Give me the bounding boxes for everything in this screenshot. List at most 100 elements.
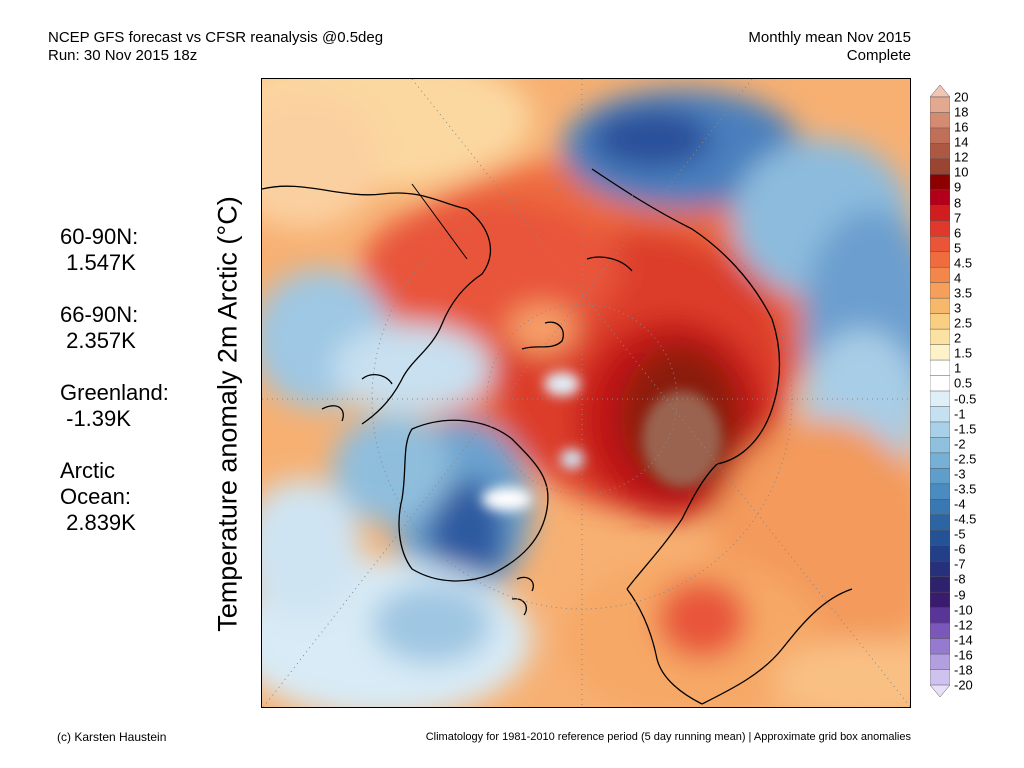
stat-label: Greenland:: [60, 380, 169, 405]
colorbar-swatch: [930, 514, 950, 531]
colorbar-swatch: [930, 499, 950, 516]
colorbar-tick-label: -1: [954, 406, 966, 422]
colorbar-swatch: [930, 669, 950, 686]
colorbar-swatch: [930, 158, 950, 175]
colorbar-swatch: [930, 205, 950, 222]
y-axis-label: Temperature anomaly 2m Arctic (°C): [212, 196, 243, 632]
stat-value: 2.839K: [60, 510, 136, 535]
colorbar: [930, 85, 950, 697]
colorbar-tick-label: 4.5: [954, 255, 973, 271]
colorbar-tick-label: 5: [954, 240, 962, 256]
colorbar-swatch: [930, 483, 950, 500]
colorbar-swatch: [930, 220, 950, 237]
colorbar-tick-label: -1.5: [954, 421, 977, 437]
colorbar-swatch: [930, 236, 950, 253]
map-title-block: NCEP GFS forecast vs CFSR reanalysis @0.…: [48, 29, 383, 65]
colorbar-swatch: [930, 576, 950, 593]
colorbar-tick-label: -20: [954, 677, 973, 693]
colorbar-tick-label: 1.5: [954, 345, 973, 361]
regional-stats: 60-90N: 1.547K 66-90N: 2.357K Greenland:…: [60, 224, 169, 562]
colorbar-tick-label: 20: [954, 89, 969, 105]
colorbar-tick-label: -0.5: [954, 391, 977, 407]
colorbar-tick-label: -5: [954, 526, 966, 542]
colorbar-tick-label: 0.5: [954, 375, 973, 391]
anomaly-map-svg: [262, 79, 910, 707]
stat-label: Arctic Ocean:: [60, 458, 131, 509]
colorbar-tick-label: 1: [954, 360, 962, 376]
stat-greenland: Greenland: -1.39K: [60, 380, 169, 432]
colorbar-tick-label: -14: [954, 632, 973, 648]
footnote: Climatology for 1981-2010 reference peri…: [425, 731, 911, 743]
colorbar-tick-label: -2.5: [954, 451, 977, 467]
colorbar-tick-label: 2.5: [954, 315, 973, 331]
colorbar-tick-label: -12: [954, 617, 973, 633]
colorbar-tick-label: 4: [954, 270, 962, 286]
colorbar-swatch: [930, 85, 950, 98]
stat-60-90n: 60-90N: 1.547K: [60, 224, 169, 276]
colorbar-swatch: [930, 375, 950, 392]
graticule: [262, 79, 910, 707]
colorbar-swatch: [930, 452, 950, 469]
colorbar-swatch: [930, 591, 950, 609]
colorbar-tick-label: 18: [954, 104, 969, 120]
colorbar-tick-label: 3: [954, 300, 962, 316]
colorbar-swatch: [930, 622, 950, 640]
colorbar-tick-label: 8: [954, 195, 962, 211]
map-period-block: Monthly mean Nov 2015 Complete: [748, 29, 911, 65]
colorbar-tick-label: -4: [954, 496, 966, 512]
colorbar-tick-label: -16: [954, 647, 973, 663]
colorbar-swatch: [930, 127, 950, 144]
stat-label: 60-90N:: [60, 224, 139, 249]
colorbar-swatch: [930, 282, 950, 299]
copyright: (c) Karsten Haustein: [57, 730, 167, 744]
coastlines: [262, 168, 853, 705]
colorbar-tick-label: -8: [954, 571, 966, 587]
colorbar-swatch: [930, 344, 950, 361]
colorbar-swatch: [930, 297, 950, 315]
colorbar-swatch: [930, 468, 950, 485]
map-period-line1: Monthly mean Nov 2015: [748, 29, 911, 46]
colorbar-swatch: [930, 189, 950, 206]
colorbar-tick-label: -3: [954, 466, 966, 482]
colorbar-tick-label: 10: [954, 164, 969, 180]
colorbar-swatch: [930, 684, 950, 697]
map-title-line2: Run: 30 Nov 2015 18z: [48, 47, 198, 64]
colorbar-tick-label: -3.5: [954, 481, 977, 497]
colorbar-tick-label: -7: [954, 556, 966, 572]
colorbar-tick-label: 16: [954, 119, 969, 135]
stat-arctic-ocean: Arctic Ocean: 2.839K: [60, 458, 169, 536]
colorbar-swatch: [930, 437, 950, 454]
stat-value: -1.39K: [60, 406, 131, 431]
colorbar-swatch: [930, 112, 950, 129]
colorbar-tick-label: 14: [954, 134, 969, 150]
colorbar-swatch: [930, 143, 950, 160]
colorbar-swatch: [930, 545, 950, 562]
colorbar-tick-label: 9: [954, 179, 962, 195]
stat-value: 2.357K: [60, 328, 136, 353]
colorbar-swatch: [930, 638, 950, 655]
colorbar-swatch: [930, 406, 950, 423]
colorbar-tick-label: 2: [954, 330, 962, 346]
map-period-line2: Complete: [846, 47, 911, 64]
colorbar-swatch: [930, 359, 950, 377]
colorbar-swatch: [930, 560, 950, 578]
colorbar-tick-label: -4.5: [954, 511, 977, 527]
colorbar-swatch: [930, 607, 950, 624]
stat-label: 66-90N:: [60, 302, 139, 327]
colorbar-tick-label: -10: [954, 602, 973, 618]
colorbar-swatch: [930, 96, 950, 114]
colorbar-swatch: [930, 421, 950, 438]
anomaly-map: [261, 78, 911, 708]
stat-value: 1.547K: [60, 250, 136, 275]
anomaly-field: [262, 79, 910, 707]
map-title-line1: NCEP GFS forecast vs CFSR reanalysis @0.…: [48, 29, 384, 46]
colorbar-tick-label: 6: [954, 225, 962, 241]
colorbar-swatch: [930, 174, 950, 191]
colorbar-tick-label: 3.5: [954, 285, 973, 301]
colorbar-swatch: [930, 251, 950, 268]
colorbar-tick-label: -6: [954, 541, 966, 557]
date-line: [411, 183, 468, 260]
colorbar-swatch: [930, 390, 950, 408]
colorbar-swatch: [930, 266, 950, 284]
colorbar-tick-label: -18: [954, 662, 973, 678]
